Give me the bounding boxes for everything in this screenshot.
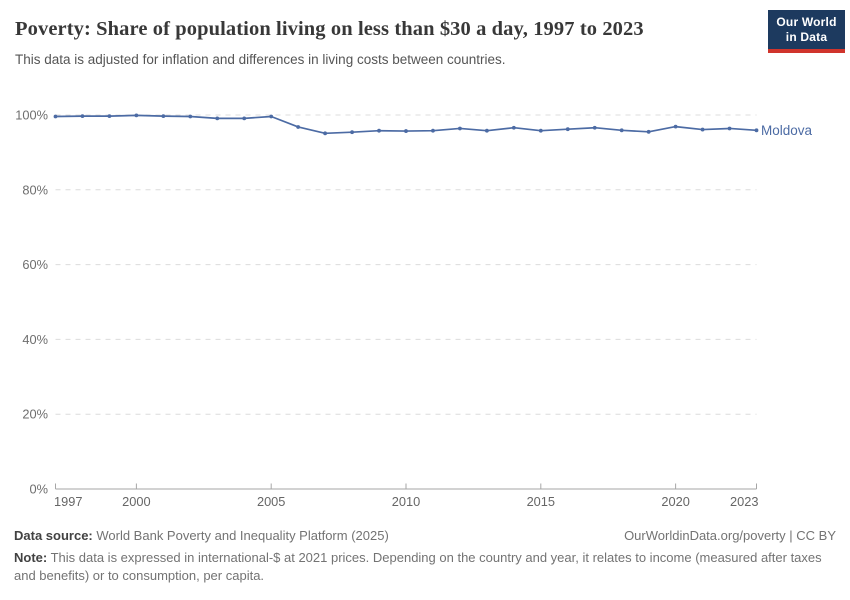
y-axis-tick-label: 60%: [22, 257, 48, 272]
x-axis-tick-label: 2015: [527, 494, 555, 509]
data-point[interactable]: [53, 114, 58, 119]
y-axis-tick-label: 20%: [22, 407, 48, 422]
chart-subtitle: This data is adjusted for inflation and …: [15, 52, 506, 68]
data-point[interactable]: [404, 129, 408, 133]
data-point[interactable]: [107, 114, 112, 119]
data-point[interactable]: [134, 113, 139, 118]
data-point[interactable]: [646, 129, 651, 134]
data-point[interactable]: [323, 131, 328, 136]
data-point[interactable]: [269, 114, 274, 119]
x-axis-tick-label: 2000: [122, 494, 150, 509]
x-axis-tick-label: 2020: [661, 494, 689, 509]
data-point[interactable]: [727, 126, 732, 131]
data-source-text: World Bank Poverty and Inequality Platfo…: [92, 528, 389, 543]
data-point[interactable]: [242, 116, 247, 121]
data-point[interactable]: [511, 125, 516, 130]
y-axis-tick-label: 0%: [30, 482, 49, 497]
chart-header: Poverty: Share of population living on l…: [15, 10, 850, 70]
chart-footer: Data source: World Bank Poverty and Ineq…: [14, 527, 836, 586]
data-point[interactable]: [350, 130, 354, 135]
data-point[interactable]: [700, 127, 705, 132]
chart-plot-area[interactable]: 0% 20% 40% 60% 80% 100% 1997 2000 2005 2010 2015 20…: [0, 90, 850, 520]
attribution-link[interactable]: OurWorldinData.org/poverty | CC BY: [624, 528, 836, 543]
owid-logo-line1: Our World: [776, 14, 837, 29]
data-point[interactable]: [484, 128, 489, 133]
note-label: Note:: [14, 550, 48, 566]
data-point[interactable]: [619, 128, 624, 133]
data-point[interactable]: [80, 114, 85, 119]
chart-title: Poverty: Share of population living on l…: [15, 18, 644, 40]
y-axis-tick-label: 100%: [15, 108, 48, 123]
owid-logo[interactable]: Our World in Data: [768, 10, 845, 53]
data-point[interactable]: [458, 126, 462, 131]
owid-logo-line2: in Data: [785, 29, 828, 44]
note-text: This data is expressed in international-…: [14, 550, 822, 584]
data-point[interactable]: [161, 114, 166, 119]
data-source-line: Data source: World Bank Poverty and Ineq…: [14, 527, 389, 545]
data-point[interactable]: [431, 128, 435, 133]
y-axis-tick-label: 80%: [22, 182, 48, 197]
data-point[interactable]: [215, 116, 220, 121]
data-point[interactable]: [538, 128, 543, 133]
data-point[interactable]: [754, 128, 759, 133]
footer-source-row: Data source: World Bank Poverty and Ineq…: [14, 527, 836, 545]
data-point[interactable]: [296, 125, 301, 129]
data-point[interactable]: [377, 128, 381, 133]
line-chart-svg[interactable]: 0% 20% 40% 60% 80% 100% 1997 2000 2005 2010 2015 20…: [0, 90, 850, 520]
data-point[interactable]: [565, 127, 570, 132]
data-point[interactable]: [673, 124, 678, 129]
data-point[interactable]: [592, 125, 597, 130]
x-axis-tick-label: 2005: [257, 494, 285, 509]
y-axis-tick-label: 40%: [22, 332, 48, 347]
data-source-label: Data source:: [14, 528, 93, 543]
x-axis-tick-label: 2023: [730, 494, 758, 509]
data-point[interactable]: [188, 114, 193, 119]
series-end-label[interactable]: Moldova: [761, 123, 813, 138]
x-axis-tick-label: 1997: [54, 494, 82, 509]
footer-note: Note: This data is expressed in internat…: [14, 549, 826, 585]
x-axis-tick-label: 2010: [392, 494, 420, 509]
